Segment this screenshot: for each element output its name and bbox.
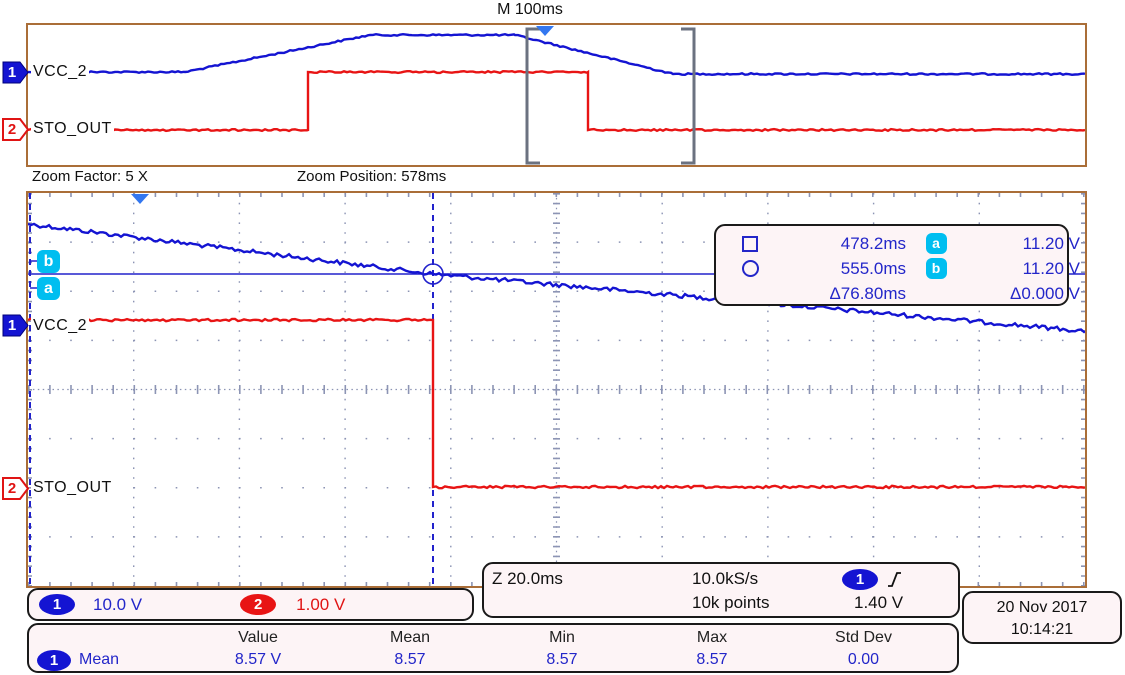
- measurement-row: 1 Mean 8.57 V 8.57 8.57 8.57 0.00: [37, 649, 957, 671]
- acquisition-row-2: 10k points 1.40 V: [492, 591, 958, 615]
- ch2-marker-shape: [2, 118, 29, 141]
- trigger-position-marker[interactable]: [536, 26, 554, 36]
- trigger-channel-badge: 1: [842, 568, 878, 590]
- ch1-position-marker-main: 1: [2, 314, 29, 337]
- cursor-readout-panel: 478.2ms a 11.20 V 555.0ms b 11.20 V Δ76.…: [714, 224, 1080, 306]
- trigger-position-marker[interactable]: [131, 194, 149, 204]
- trace-vcc2: [28, 32, 1085, 77]
- ch1-marker-number: 1: [7, 317, 17, 334]
- cursor1-row: 478.2ms a 11.20 V: [742, 231, 1080, 256]
- zoom-factor-label: Zoom Factor: 5 X: [32, 168, 148, 185]
- trigger-level-value: 1.40 V: [854, 593, 904, 612]
- sample-rate-value: 10.0kS/s: [692, 569, 759, 588]
- ch1-scale-value: 10.0 V: [93, 594, 143, 614]
- cursor1-voltage: 11.20 V: [1022, 233, 1080, 253]
- time-label: 10:14:21: [1010, 621, 1074, 638]
- cursor2-circle-icon: [742, 260, 759, 277]
- meas-value: 8.57 V: [234, 651, 282, 668]
- measurement-header-row: Value Mean Min Max Std Dev: [37, 627, 957, 649]
- ch2-marker-shape: [2, 477, 29, 500]
- trigger-source: 1: [842, 568, 958, 590]
- cursor-b-badge[interactable]: b: [37, 250, 60, 273]
- ch1-scale-badge: 1: [39, 594, 75, 615]
- meas-stddev: 0.00: [847, 651, 880, 668]
- ch2-marker-number: 2: [7, 480, 17, 497]
- meas-header-min: Min: [549, 629, 575, 646]
- cursor2-voltage: 11.20 V: [1022, 258, 1080, 278]
- ch2-scale-value: 1.00 V: [296, 594, 346, 614]
- marker-b-badge: b: [925, 258, 947, 279]
- ch1-position-marker-overview: 1: [2, 61, 29, 84]
- ch1-label-main: VCC_2: [31, 317, 90, 335]
- cursor-delta-row: Δ76.80ms Δ0.000 V: [742, 281, 1080, 306]
- meas-header-max: Max: [696, 629, 728, 646]
- cursor2-time: 555.0ms: [840, 258, 906, 278]
- cursor-a-badge[interactable]: a: [37, 277, 60, 300]
- ch1-marker-shape: [2, 314, 29, 337]
- meas-header-stddev: Std Dev: [835, 629, 892, 646]
- zoom-bracket-right[interactable]: [681, 27, 696, 165]
- ch2-label-main: STO_OUT: [31, 479, 114, 497]
- date-label: 20 Nov 2017: [996, 599, 1088, 616]
- ch2-marker-number: 2: [7, 121, 17, 138]
- ch1-label-overview: VCC_2: [31, 63, 90, 81]
- main-timebase-label: M 100ms: [497, 1, 563, 18]
- overview-waveform-window: [26, 23, 1087, 167]
- meas-mean: 8.57: [394, 651, 426, 668]
- trace-vcc2: [28, 222, 1085, 334]
- zoom-timebase-value: Z 20.0ms: [492, 569, 563, 588]
- cursor2-row: 555.0ms b 11.20 V: [742, 256, 1080, 281]
- datetime-panel: 20 Nov 2017 10:14:21: [962, 591, 1122, 644]
- cursor-intersection-circle: [422, 263, 444, 285]
- ch2-scale-badge: 2: [240, 594, 277, 615]
- record-length-value: 10k points: [692, 593, 770, 612]
- ch2-label-overview: STO_OUT: [31, 120, 114, 138]
- meas-channel-badge: 1: [37, 649, 71, 671]
- marker-a-badge: a: [925, 233, 947, 254]
- rising-edge-icon: [888, 571, 901, 587]
- overview-waveform-plot: [28, 26, 1085, 165]
- meas-header-value: Value: [238, 629, 278, 646]
- cursor-delta-time: Δ76.80ms: [829, 283, 906, 303]
- ch1-marker-shape: [2, 61, 29, 84]
- ch2-position-marker-main: 2: [2, 477, 29, 500]
- cursor1-square-icon: [742, 235, 758, 252]
- zoom-waveform-window: [26, 191, 1087, 588]
- cursor-delta-voltage: Δ0.000 V: [1010, 283, 1080, 303]
- ch1-marker-number: 1: [7, 64, 17, 81]
- trace-sto-out: [28, 317, 1085, 490]
- trace-sto-out: [28, 69, 1085, 133]
- cursor1-time: 478.2ms: [840, 233, 906, 253]
- meas-max: 8.57: [696, 651, 728, 668]
- measurement-panel: Value Mean Min Max Std Dev 1 Mean 8.57 V…: [27, 623, 959, 673]
- channel-scale-panel: 1 10.0 V 2 1.00 V: [27, 588, 474, 621]
- zoom-bracket-left[interactable]: [525, 27, 540, 165]
- zoom-position-label: Zoom Position: 578ms: [297, 168, 447, 185]
- meas-min: 8.57: [546, 651, 578, 668]
- ch2-position-marker-overview: 2: [2, 118, 29, 141]
- acquisition-panel: Z 20.0ms 10.0kS/s 1 10k points 1.40 V: [482, 562, 960, 618]
- meas-name: Mean: [79, 651, 120, 668]
- meas-header-mean: Mean: [389, 629, 431, 646]
- acquisition-row-1: Z 20.0ms 10.0kS/s 1: [492, 567, 958, 591]
